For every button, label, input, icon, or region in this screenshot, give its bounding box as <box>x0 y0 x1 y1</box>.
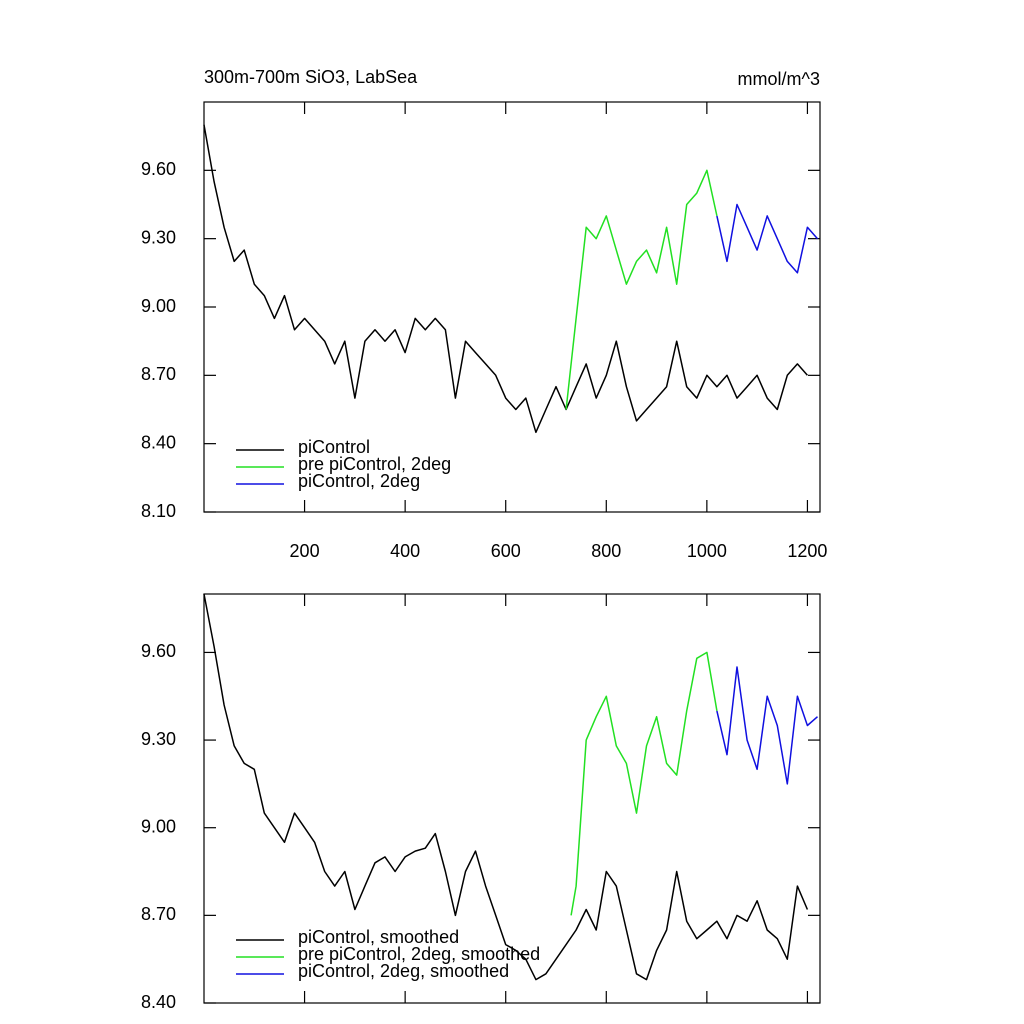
data-line <box>716 203 819 274</box>
legend-label: pre piControl, 2deg <box>298 454 451 474</box>
y-tick-label: 9.60 <box>141 159 176 179</box>
y-tick-label: 9.00 <box>141 816 176 836</box>
x-tick-label: 200 <box>290 541 320 561</box>
chart-title: 300m-700m SiO3, LabSea <box>204 67 418 87</box>
legend-label: piControl <box>298 437 370 457</box>
x-tick-label: 800 <box>591 541 621 561</box>
legend-label: piControl, 2deg <box>298 471 420 491</box>
y-tick-label: 8.40 <box>141 992 176 1012</box>
data-line <box>716 666 818 785</box>
legend-label: piControl, 2deg, smoothed <box>298 961 509 981</box>
y-tick-label: 9.30 <box>141 227 176 247</box>
legend-label: piControl, smoothed <box>298 927 459 947</box>
y-tick-label: 9.30 <box>141 729 176 749</box>
data-line <box>570 651 718 916</box>
y-tick-label: 9.00 <box>141 296 176 316</box>
y-tick-label: 9.60 <box>141 641 176 661</box>
x-tick-label: 1000 <box>687 541 727 561</box>
plot-frame <box>203 593 821 1004</box>
data-line <box>203 124 808 434</box>
y-tick-label: 8.10 <box>141 501 176 521</box>
data-line <box>203 593 809 981</box>
data-line <box>565 169 718 410</box>
y-tick-label: 8.70 <box>141 904 176 924</box>
legend-label: pre piControl, 2deg, smoothed <box>298 944 540 964</box>
plot-frame <box>203 101 821 513</box>
units-label: mmol/m^3 <box>738 69 820 89</box>
y-tick-label: 8.40 <box>141 432 176 452</box>
x-tick-label: 1200 <box>787 541 827 561</box>
y-tick-label: 8.70 <box>141 364 176 384</box>
x-tick-label: 400 <box>390 541 420 561</box>
x-tick-label: 600 <box>491 541 521 561</box>
